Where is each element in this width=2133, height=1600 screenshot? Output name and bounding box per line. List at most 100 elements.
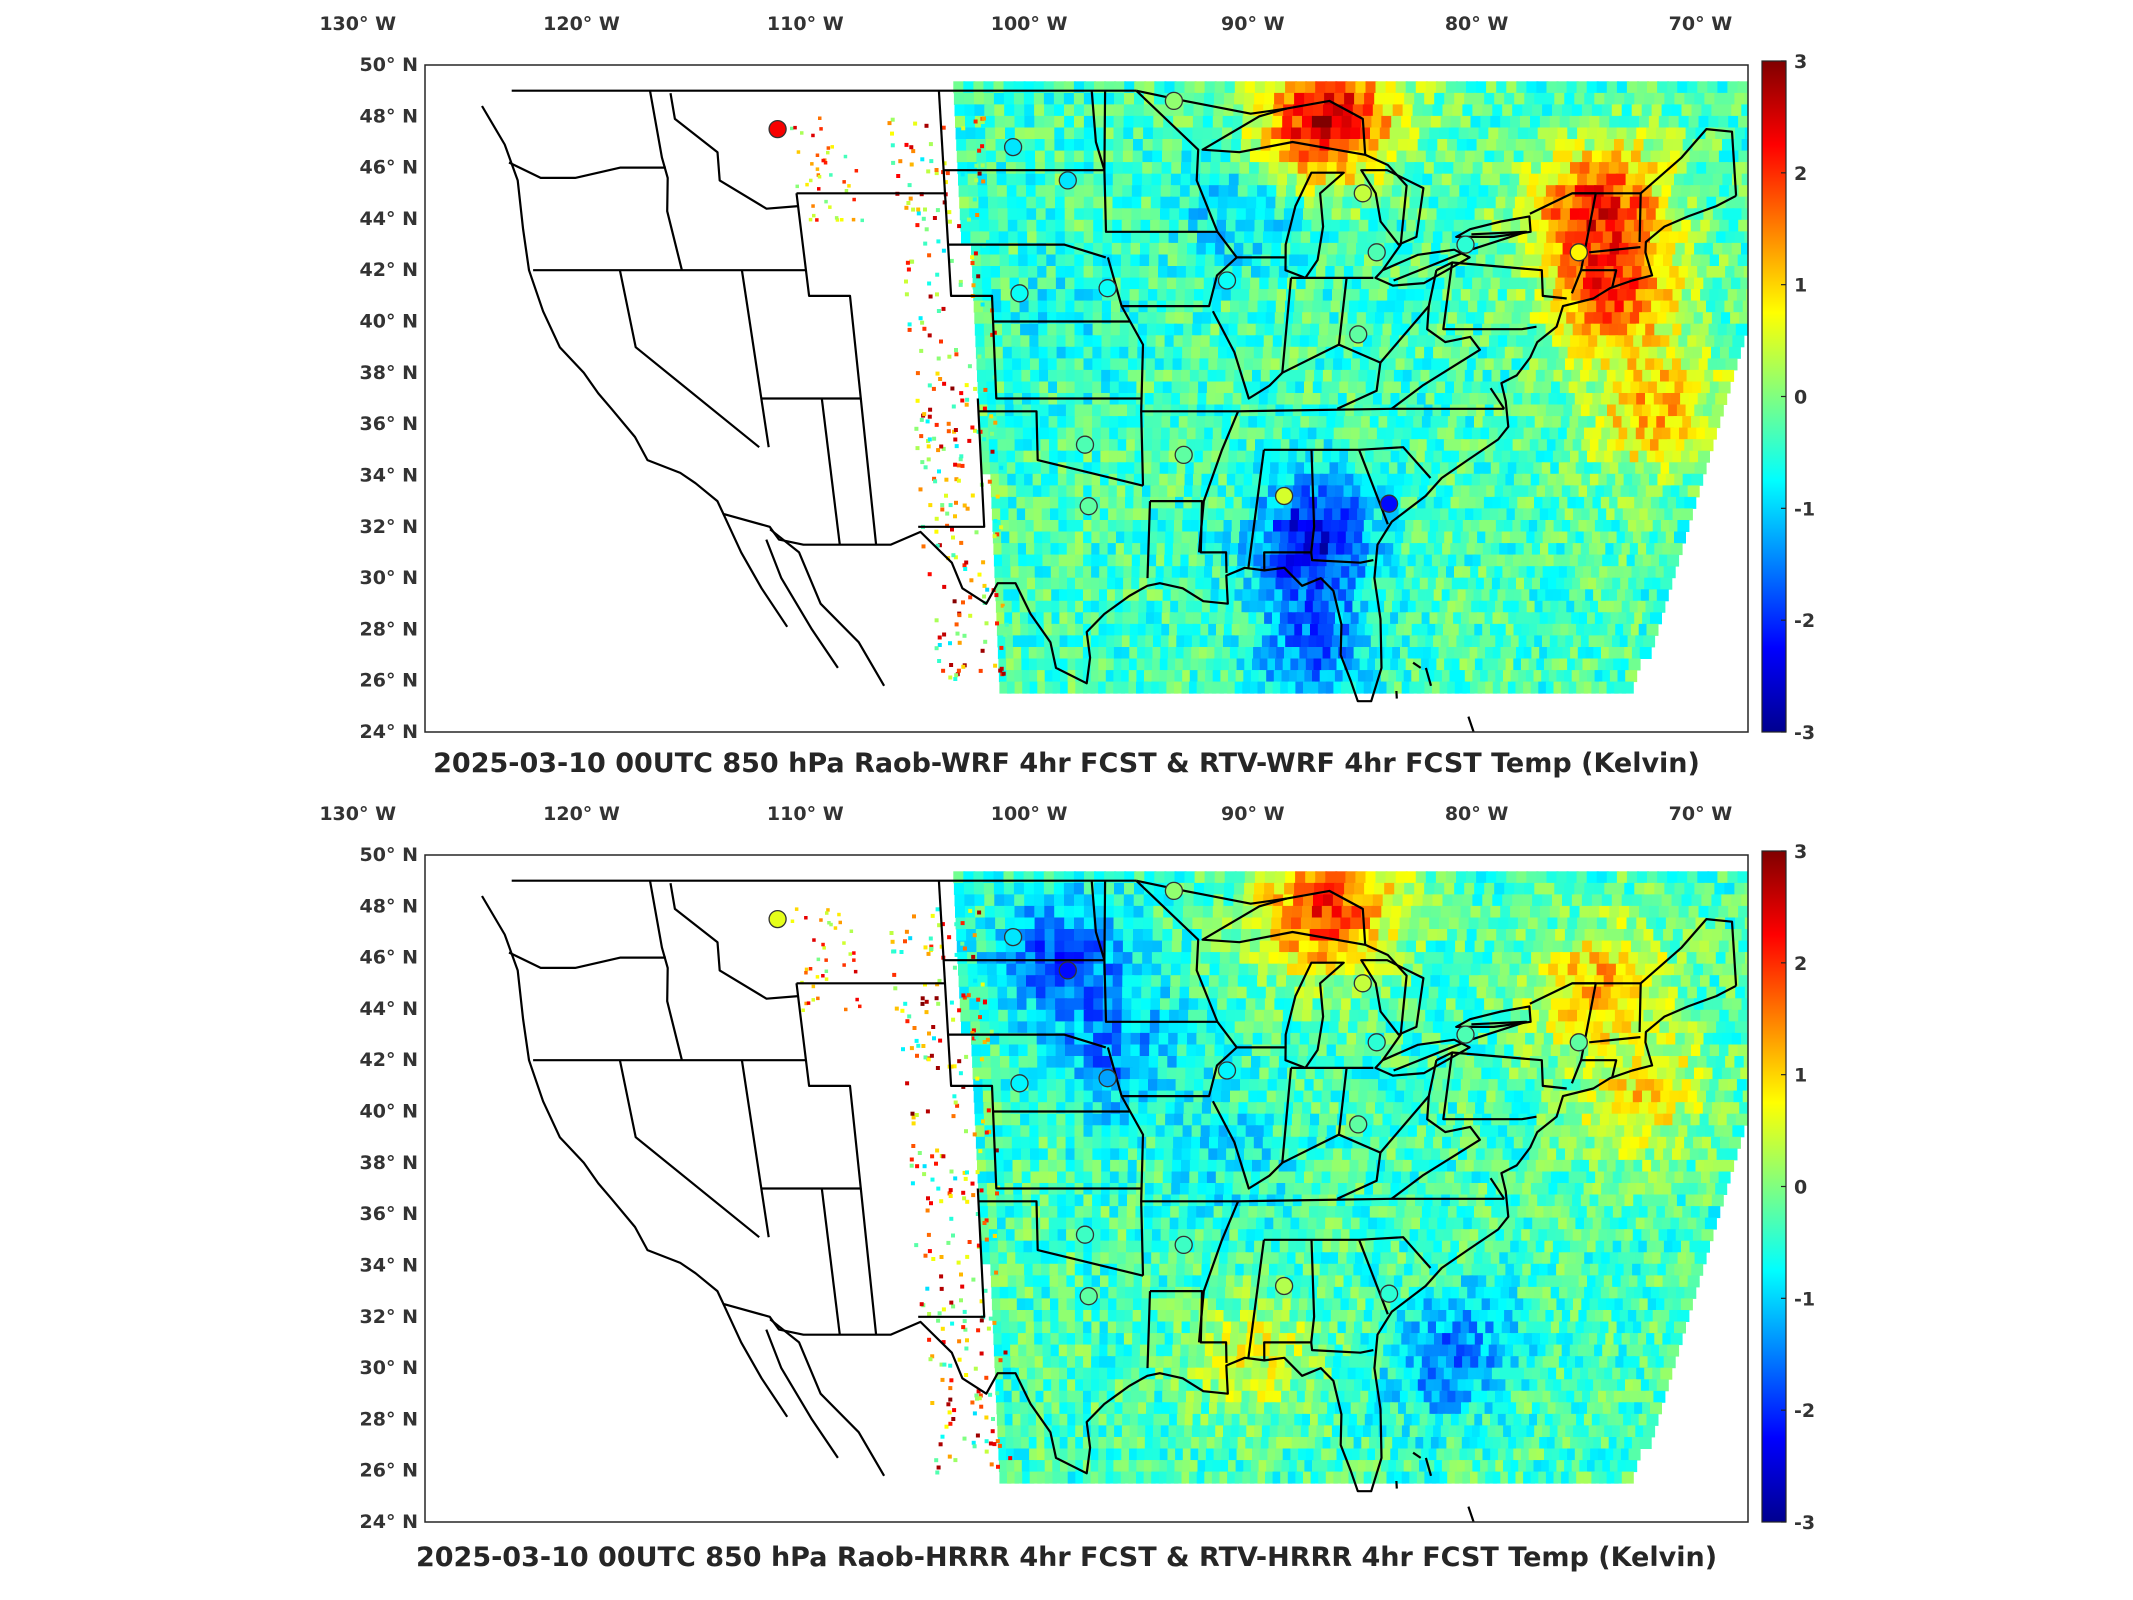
raob-station-marker	[1379, 494, 1399, 513]
raob-station-marker	[1079, 1287, 1098, 1306]
latitude-label: 44° N	[360, 998, 418, 1020]
border-line	[765, 539, 839, 669]
raob-station-marker	[1098, 1069, 1117, 1088]
colorbar-tick-label: 3	[1794, 51, 1807, 73]
longitude-label: 80° W	[1445, 13, 1509, 35]
longitude-label: 130° W	[319, 803, 396, 825]
raob-station-marker	[1349, 325, 1368, 344]
colorbar-tick-label: 2	[1794, 163, 1807, 185]
state-border	[1393, 1020, 1528, 1072]
temperature-field	[790, 81, 1748, 694]
state-border	[1135, 89, 1287, 259]
latitude-label: 24° N	[360, 721, 418, 743]
border-line	[769, 528, 886, 687]
colorbar-tick-label: 0	[1794, 1177, 1807, 1199]
state-border	[796, 982, 1142, 1190]
raob-station-marker	[1075, 1225, 1095, 1244]
raob-station-marker	[1010, 1074, 1029, 1093]
state-border	[1489, 1177, 1506, 1200]
state-border	[740, 1060, 770, 1238]
state-border	[1103, 90, 1218, 233]
raob-station-marker	[768, 909, 787, 929]
lake-outline	[1455, 1005, 1532, 1028]
raob-station-marker	[1274, 1276, 1294, 1296]
state-border	[1393, 230, 1528, 282]
latitude-label: 36° N	[360, 1203, 418, 1225]
state-border	[1435, 261, 1537, 331]
border-line	[1424, 1457, 1433, 1477]
state-border	[1150, 1290, 1228, 1363]
state-border	[1247, 449, 1265, 568]
coastline	[481, 895, 1737, 1493]
colorbar-tick-label: -3	[1794, 722, 1815, 744]
state-border	[761, 193, 862, 400]
latitude-label: 28° N	[360, 1408, 418, 1430]
panel-title: 2025-03-10 00UTC 850 hPa Raob-HRRR 4hr F…	[415, 1542, 1718, 1573]
latitude-label: 36° N	[360, 413, 418, 435]
map-figure-hrrr: 130° W 120° W 110° W 100° W 90° W 80° W 70° W 5…	[319, 803, 1815, 1534]
border-line	[722, 513, 789, 628]
latitude-label: 38° N	[360, 362, 418, 384]
state-border	[648, 90, 683, 271]
raob-station-marker	[1353, 974, 1372, 993]
longitude-label: 110° W	[767, 803, 844, 825]
raob-station-marker	[1456, 235, 1475, 254]
latitude-label: 26° N	[360, 670, 418, 692]
raob-station-marker	[1164, 881, 1184, 901]
state-border	[1103, 880, 1218, 1023]
longitude-label: 130° W	[319, 13, 396, 35]
state-border	[1281, 1067, 1293, 1163]
raob-station-marker	[1079, 497, 1098, 516]
map-frame	[424, 64, 1749, 733]
border-line	[1364, 153, 1408, 271]
state-border	[1452, 1051, 1567, 1090]
map-figure-wrf: 130° W 120° W 110° W 100° W 90° W 80° W 70° W 5…	[319, 13, 1815, 744]
raob-station-marker	[1274, 486, 1294, 506]
state-border	[1390, 1096, 1481, 1200]
border-line	[1364, 943, 1408, 1061]
raob-station-marker	[1367, 1033, 1386, 1052]
longitude-label: 70° W	[1669, 803, 1733, 825]
longitude-label: 120° W	[543, 13, 620, 35]
latitude-label: 44° N	[360, 208, 418, 230]
latitude-label: 46° N	[360, 947, 418, 969]
state-border	[1581, 1059, 1618, 1079]
latitude-label: 30° N	[360, 567, 418, 589]
colorbar-tick-label: -1	[1794, 1288, 1815, 1310]
panel-title: 2025-03-10 00UTC 850 hPa Raob-WRF 4hr FC…	[433, 748, 1700, 779]
colorbar-tick-label: -1	[1794, 498, 1815, 520]
map-frame	[424, 854, 1749, 1523]
state-border	[1589, 246, 1641, 254]
raob-station-marker	[1174, 445, 1193, 465]
raob-station-marker	[1058, 961, 1077, 980]
state-border	[978, 1200, 1144, 1277]
state-border	[859, 1188, 878, 1335]
temperature-field	[790, 871, 1748, 1484]
latitude-label: 28° N	[360, 618, 418, 640]
map-panel-hrrr: 130° W 120° W 110° W 100° W 90° W 80° W 70° W 5…	[0, 790, 2133, 1600]
latitude-label: 24° N	[360, 1511, 418, 1533]
state-border	[1337, 277, 1348, 345]
state-border	[1146, 1291, 1152, 1369]
latitude-label: 38° N	[360, 1152, 418, 1174]
raob-station-marker	[1010, 284, 1029, 303]
coastline	[481, 105, 1737, 703]
longitude-label: 90° W	[1221, 803, 1285, 825]
raob-station-marker	[1349, 1115, 1368, 1134]
latitude-label: 50° N	[360, 54, 418, 76]
raob-station-marker	[1569, 243, 1588, 262]
geographic-outlines	[481, 879, 1738, 1522]
state-border	[1090, 90, 1106, 171]
raob-station-marker	[1164, 91, 1184, 111]
raob-station-marker	[1456, 1025, 1475, 1044]
state-border	[978, 410, 1144, 487]
latitude-label: 46° N	[360, 157, 418, 179]
state-border	[820, 398, 841, 545]
border-line	[1572, 918, 1738, 986]
state-border	[1435, 1051, 1537, 1121]
state-border	[1638, 193, 1642, 243]
border-line	[769, 1318, 886, 1477]
colorbar-tick-label: -2	[1794, 1400, 1815, 1422]
border-line	[765, 1329, 839, 1459]
state-border	[1638, 983, 1642, 1033]
